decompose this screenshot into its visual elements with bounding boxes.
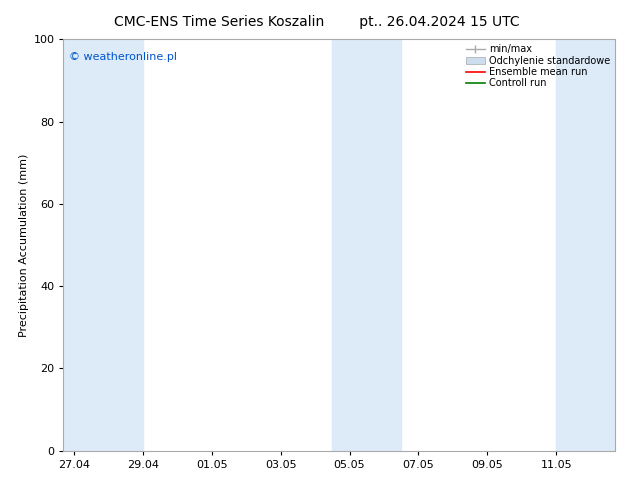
Text: © weatheronline.pl: © weatheronline.pl: [69, 51, 177, 62]
Bar: [332, 39, 401, 451]
Text: CMC-ENS Time Series Koszalin        pt.. 26.04.2024 15 UTC: CMC-ENS Time Series Koszalin pt.. 26.04.…: [114, 15, 520, 29]
Legend: min/max, Odchylenie standardowe, Ensemble mean run, Controll run: min/max, Odchylenie standardowe, Ensembl…: [463, 42, 612, 90]
Bar: [63, 39, 143, 451]
Bar: [557, 39, 615, 451]
Y-axis label: Precipitation Accumulation (mm): Precipitation Accumulation (mm): [19, 153, 29, 337]
